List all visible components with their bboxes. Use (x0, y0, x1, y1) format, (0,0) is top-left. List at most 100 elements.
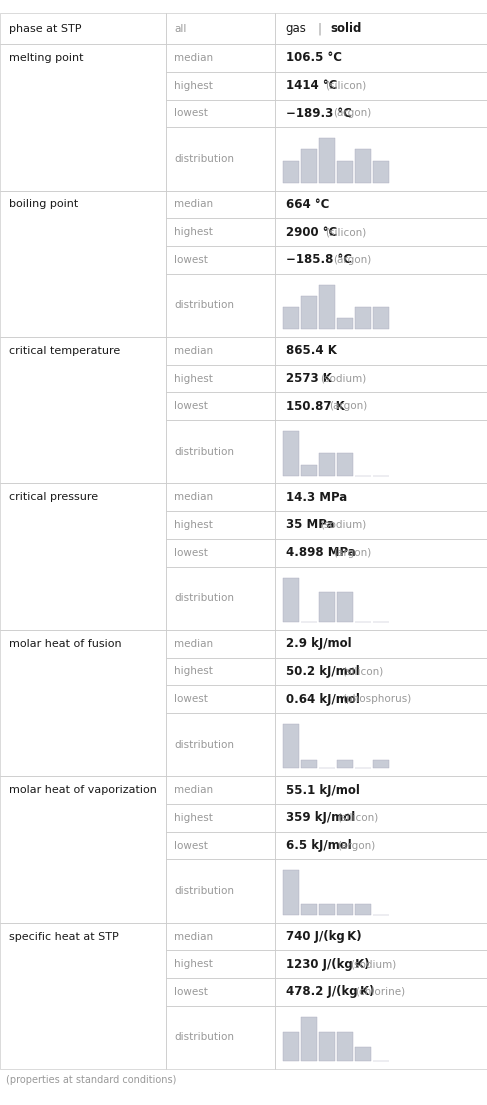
Bar (355, 1046, 371, 1061)
Text: 2900 °C: 2900 °C (286, 225, 337, 239)
Bar (275, 512, 487, 539)
Text: critical temperature: critical temperature (9, 346, 120, 356)
Text: −185.8 °C: −185.8 °C (286, 253, 352, 266)
Bar (166, 483, 275, 512)
Text: lowest: lowest (174, 255, 208, 265)
Text: (argon): (argon) (333, 255, 372, 265)
Bar (275, 365, 487, 392)
Text: (sodium): (sodium) (320, 373, 367, 383)
Bar (166, 923, 275, 950)
Bar (166, 685, 275, 713)
Bar (319, 285, 335, 329)
Bar (355, 904, 371, 915)
Bar (275, 713, 487, 776)
Bar (275, 99, 487, 127)
Bar (166, 978, 275, 1006)
Bar (275, 657, 487, 685)
Bar (275, 337, 487, 365)
Text: highest: highest (174, 228, 213, 238)
Bar (166, 630, 275, 657)
Text: boiling point: boiling point (9, 199, 78, 209)
Bar (166, 539, 275, 567)
Bar (0, 923, 166, 1069)
Text: 1230 J/(kg K): 1230 J/(kg K) (286, 958, 370, 971)
Text: 865.4 K: 865.4 K (286, 345, 337, 357)
Bar (319, 592, 335, 622)
Bar (283, 871, 299, 915)
Bar (166, 1006, 275, 1069)
Bar (166, 365, 275, 392)
Bar (283, 578, 299, 622)
Text: median: median (174, 932, 213, 941)
Text: lowest: lowest (174, 401, 208, 411)
Text: highest: highest (174, 520, 213, 530)
Text: (properties at standard conditions): (properties at standard conditions) (6, 1075, 176, 1085)
Text: lowest: lowest (174, 841, 208, 851)
Bar (275, 567, 487, 630)
Bar (166, 274, 275, 337)
Text: highest: highest (174, 666, 213, 676)
Bar (275, 539, 487, 567)
Bar (373, 160, 389, 182)
Bar (355, 307, 371, 329)
Text: 4.898 MPa: 4.898 MPa (286, 546, 356, 559)
Text: 106.5 °C: 106.5 °C (286, 52, 342, 64)
Text: median: median (174, 199, 213, 209)
Bar (166, 860, 275, 923)
Bar (275, 274, 487, 337)
Text: phase at STP: phase at STP (9, 23, 81, 33)
Bar (0, 630, 166, 776)
Bar (275, 923, 487, 950)
Text: lowest: lowest (174, 694, 208, 704)
Bar (337, 904, 353, 915)
Text: median: median (174, 346, 213, 356)
Text: melting point: melting point (9, 53, 83, 63)
Text: 359 kJ/mol: 359 kJ/mol (286, 811, 355, 824)
Text: (argon): (argon) (333, 548, 372, 558)
Bar (166, 127, 275, 190)
Bar (301, 904, 317, 915)
Bar (355, 149, 371, 182)
Bar (166, 512, 275, 539)
Bar (166, 13, 275, 44)
Bar (275, 950, 487, 978)
Text: −189.3 °C: −189.3 °C (286, 107, 352, 120)
Bar (301, 464, 317, 475)
Text: 0.64 kJ/mol: 0.64 kJ/mol (286, 693, 360, 706)
Bar (166, 392, 275, 420)
Bar (301, 149, 317, 182)
Bar (319, 138, 335, 182)
Bar (275, 685, 487, 713)
Bar (283, 160, 299, 182)
Bar (166, 776, 275, 804)
Bar (337, 1032, 353, 1061)
Text: median: median (174, 639, 213, 649)
Bar (0, 776, 166, 923)
Text: distribution: distribution (174, 593, 234, 603)
Text: (silicon): (silicon) (342, 666, 383, 676)
Bar (337, 318, 353, 329)
Bar (283, 307, 299, 329)
Text: 478.2 J/(kg K): 478.2 J/(kg K) (286, 986, 375, 999)
Text: (argon): (argon) (337, 841, 376, 851)
Bar (166, 246, 275, 274)
Bar (275, 630, 487, 657)
Text: |: | (318, 22, 321, 35)
Bar (0, 44, 166, 190)
Bar (301, 759, 317, 768)
Text: 35 MPa: 35 MPa (286, 518, 335, 532)
Text: lowest: lowest (174, 548, 208, 558)
Bar (337, 592, 353, 622)
Bar (166, 420, 275, 483)
Bar (166, 567, 275, 630)
Bar (275, 1006, 487, 1069)
Bar (166, 99, 275, 127)
Text: critical pressure: critical pressure (9, 492, 98, 503)
Text: 150.87 K: 150.87 K (286, 400, 345, 413)
Bar (166, 219, 275, 246)
Text: 740 J/(kg K): 740 J/(kg K) (286, 930, 361, 943)
Bar (166, 832, 275, 860)
Text: solid: solid (331, 22, 362, 35)
Text: (argon): (argon) (333, 108, 372, 118)
Bar (0, 190, 166, 337)
